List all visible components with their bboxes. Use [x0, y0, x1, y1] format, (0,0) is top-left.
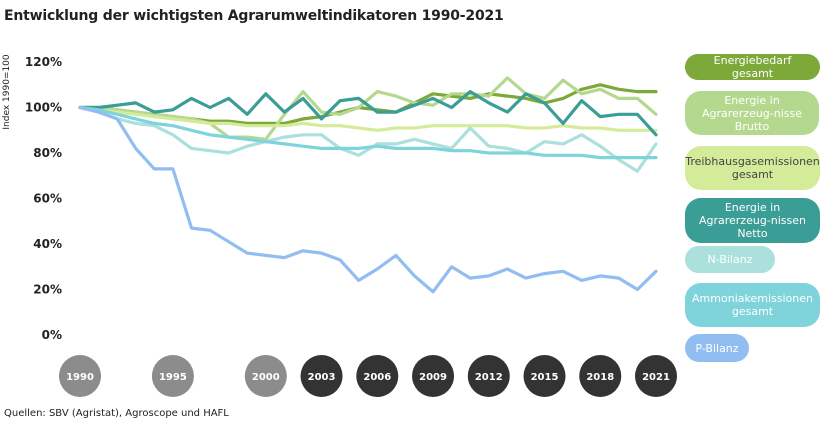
y-tick-label: 60% [33, 192, 62, 206]
legend-item-p-bilanz: P-Bilanz [685, 334, 749, 362]
series-line-2 [78, 76, 658, 141]
series-line-6 [78, 105, 658, 160]
x-tick-circle [412, 355, 455, 397]
legend-item-treibhausgas: Treibhausgasemissionen gesamt [685, 146, 820, 190]
legend-item-energie-netto: Energie in Agrarerzeug-nissen Netto [685, 198, 820, 243]
legend-item-ammoniak: Ammoniakemissionen gesamt [685, 283, 820, 327]
x-tick-circle [300, 355, 343, 397]
legend-label: Ammoniakemissionen gesamt [692, 292, 813, 318]
series-line-4 [78, 89, 658, 137]
x-tick-label: 1995 [159, 372, 187, 383]
series-line-7 [78, 105, 658, 294]
legend-item-energiebedarf: Energiebedarf gesamt [685, 54, 820, 80]
y-tick-label: 100% [25, 101, 62, 115]
x-tick-label: 2006 [363, 372, 391, 383]
x-tick-circle [244, 355, 287, 397]
legend-label: P-Bilanz [695, 341, 739, 355]
y-tick-label: 20% [33, 283, 62, 297]
x-tick-circle [59, 355, 101, 397]
legend-label: Energie in Agrarerzeug-nissen Netto [698, 201, 807, 240]
x-tick-label: 2012 [475, 372, 503, 383]
x-tick-label: 2021 [642, 372, 670, 383]
legend-item-energie-brutto: Energie in Agrarerzeug-nisse Brutto [685, 91, 819, 135]
series-line-5 [78, 105, 658, 173]
legend-label: Energiebedarf gesamt [713, 54, 792, 80]
line-chart: Index 1990=100 0% 20% 40% 60% 80% 100% 120% 1990… [2, 54, 677, 397]
x-tick-label: 1990 [66, 372, 94, 383]
x-tick-label: 2018 [586, 372, 614, 383]
y-tick-label: 80% [33, 146, 62, 160]
y-axis-label: Index 1990=100 [2, 54, 12, 130]
x-tick-circle [467, 355, 510, 397]
legend-label: Energie in Agrarerzeug-nisse Brutto [701, 93, 803, 133]
legend-label: Treibhausgasemissionen gesamt [685, 155, 820, 181]
source-note: Quellen: SBV (Agristat), Agroscope und H… [4, 408, 229, 419]
y-tick-label: 0% [42, 328, 62, 342]
x-tick-label: 2009 [419, 372, 447, 383]
y-tick-label: 40% [33, 237, 62, 251]
legend-label: N-Bilanz [707, 253, 753, 266]
x-tick-circle [635, 355, 677, 397]
x-tick-circle [151, 355, 194, 397]
y-tick-label: 120% [25, 55, 62, 69]
chart-title: Entwicklung der wichtigsten Agrarumwelti… [4, 8, 504, 24]
x-tick-label: 2015 [531, 372, 559, 383]
x-tick-circle [356, 355, 399, 397]
series-line-3 [78, 105, 658, 132]
x-tick-circle [523, 355, 566, 397]
x-tick-label: 2003 [308, 372, 336, 383]
legend-item-n-bilanz: N-Bilanz [685, 246, 775, 273]
x-tick-circle [579, 355, 622, 397]
x-tick-label: 2000 [252, 372, 280, 383]
